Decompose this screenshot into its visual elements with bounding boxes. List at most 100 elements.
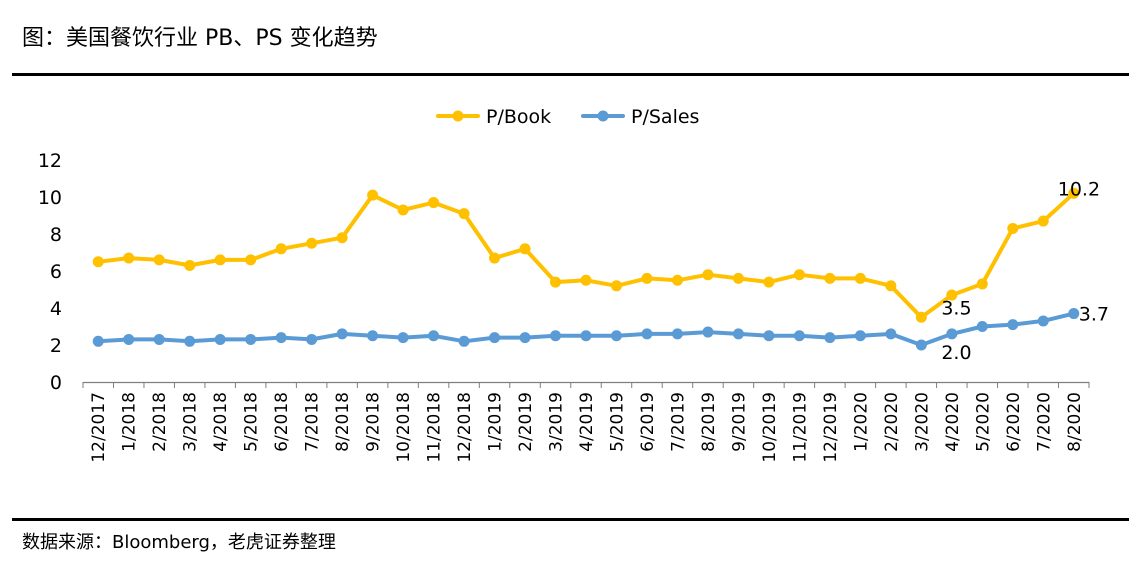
y-tick-label: 6 (50, 261, 62, 283)
p-sales-point (458, 335, 470, 347)
p-book-point (1007, 222, 1019, 234)
p-book-point (123, 252, 135, 264)
p-book-point (336, 232, 348, 244)
x-tick-label: 1/2018 (120, 392, 140, 452)
p-sales-point (793, 330, 805, 342)
x-tick-label: 6/2019 (638, 392, 658, 452)
p-sales-point (824, 332, 836, 344)
p-book-point (1037, 215, 1049, 227)
p-sales-point (519, 332, 531, 344)
data-label: 10.2 (1058, 178, 1100, 200)
p-sales-point (214, 333, 226, 345)
p-sales-point (671, 328, 683, 340)
p-book-point (367, 189, 379, 201)
p-book-point (550, 276, 562, 288)
x-tick-label: 3/2019 (547, 392, 567, 452)
p-sales-point (702, 326, 714, 338)
x-tick-label: 5/2020 (973, 392, 993, 452)
legend-swatch-marker-p-sales (597, 110, 609, 122)
x-tick-label: 4/2020 (943, 392, 963, 452)
x-tick-label: 6/2020 (1004, 392, 1024, 452)
chart-legend: P/Book P/Sales (436, 106, 699, 128)
x-tick-label: 7/2019 (668, 392, 688, 452)
p-sales-point (428, 330, 440, 342)
legend-label-p-book: P/Book (486, 106, 551, 128)
p-sales-point (275, 332, 287, 344)
p-book-point (92, 256, 104, 268)
x-tick-label: 11/2019 (790, 392, 810, 463)
data-label: 2.0 (941, 342, 971, 364)
x-tick-label: 12/2018 (455, 392, 475, 463)
p-book-point (184, 259, 196, 271)
p-book-point (915, 311, 927, 323)
p-sales-point (153, 333, 165, 345)
p-book-point (610, 280, 622, 292)
p-sales-point (976, 321, 988, 332)
p-book-point (885, 280, 897, 292)
x-tick-label: 12/2017 (89, 392, 109, 463)
p-book-point (793, 269, 805, 281)
top-rule (12, 73, 1129, 76)
p-sales-point (641, 328, 653, 340)
p-book-point (428, 197, 440, 209)
p-sales-point (580, 330, 592, 342)
x-tick-label: 8/2020 (1065, 392, 1085, 452)
data-label: 3.7 (1079, 304, 1109, 326)
p-book-point (641, 272, 653, 284)
p-book-point (671, 274, 683, 286)
p-book-point (458, 208, 470, 220)
annotation-layer: 3.5 2.0 10.2 3.7 (941, 178, 1109, 364)
x-tick-label: 7/2018 (303, 392, 323, 452)
p-sales-point (550, 330, 562, 342)
x-tick-label: 5/2018 (242, 392, 262, 452)
x-tick-label: 8/2018 (333, 392, 353, 452)
p-book-point (519, 243, 531, 255)
x-tick-label: 10/2018 (394, 392, 414, 463)
p-book-point (275, 243, 287, 255)
x-tick-label: 6/2018 (272, 392, 292, 452)
p-sales-point (610, 330, 622, 342)
x-tick-label: 4/2019 (577, 392, 597, 452)
line-chart: P/Book P/Sales 0 2 4 6 8 10 12 12/2017 1/2018 2/2… (38, 106, 1109, 463)
p-sales-point (306, 333, 318, 345)
x-tick-label: 12/2019 (821, 392, 841, 463)
x-tick-label: 1/2019 (486, 392, 506, 452)
p-sales-point (1007, 319, 1019, 331)
series-layer (92, 187, 1080, 351)
y-tick-label: 2 (50, 335, 62, 357)
p-book-point (854, 272, 866, 284)
p-book-point (489, 252, 501, 264)
x-tick-label: 7/2020 (1034, 392, 1054, 452)
p-sales-point (397, 332, 409, 344)
p-book-point (580, 274, 592, 286)
x-tick-label: 1/2020 (851, 392, 871, 452)
p-book-point (245, 254, 257, 266)
y-tick-label: 4 (50, 298, 62, 320)
x-axis: 12/2017 1/2018 2/2018 3/2018 4/2018 5/2018 6/2… (82, 381, 1090, 463)
y-tick-label: 8 (50, 224, 62, 246)
x-tick-label: 11/2018 (425, 392, 445, 463)
x-tick-label: 8/2019 (699, 392, 719, 452)
y-tick-label: 10 (38, 187, 62, 209)
p-book-point (976, 278, 988, 290)
p-sales-point (245, 333, 257, 345)
p-book-point (306, 237, 318, 249)
y-tick-label: 0 (50, 372, 62, 394)
x-tick-label: 10/2019 (760, 392, 780, 463)
p-sales-point (489, 332, 501, 344)
figure-title: 图：美国餐饮行业 PB、PS 变化趋势 (22, 26, 378, 51)
y-axis: 0 2 4 6 8 10 12 (38, 150, 62, 394)
p-book-point (1068, 187, 1080, 199)
legend-label-p-sales: P/Sales (631, 106, 699, 128)
bottom-rule (12, 518, 1129, 521)
y-tick-label: 12 (38, 150, 62, 172)
p-book-point (946, 289, 958, 301)
p-book-point (702, 269, 714, 281)
p-sales-point (92, 335, 104, 347)
x-tick-label: 3/2020 (912, 392, 932, 452)
p-book-point (153, 254, 165, 266)
p-sales-point (946, 328, 958, 340)
p-sales-point (763, 330, 775, 342)
x-tick-label: 2/2018 (150, 392, 170, 452)
p-sales-point (1037, 315, 1049, 327)
